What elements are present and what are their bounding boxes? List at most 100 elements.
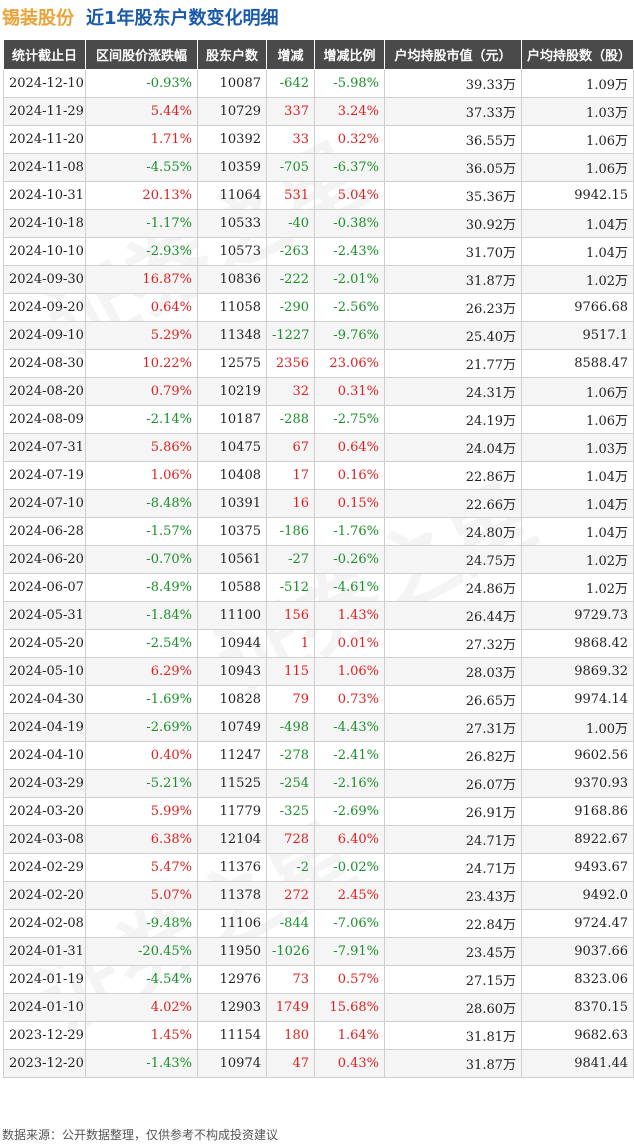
table-row: 2024-07-31 5.86% 10475 67 0.64% 24.04万 1.03万 xyxy=(3,433,634,462)
change-cell: 2356 xyxy=(266,349,315,378)
change-ratio-cell: -2.43% xyxy=(314,237,385,266)
page-subtitle: 近1年股东户数变化明细 xyxy=(86,8,279,29)
avg-shares-cell: 9037.66 xyxy=(521,937,634,966)
avg-shares-cell: 1.02万 xyxy=(521,545,634,574)
holders-cell: 10943 xyxy=(197,657,267,686)
change-cell: -263 xyxy=(266,237,315,266)
price-change-cell: 5.07% xyxy=(85,881,198,910)
table-row: 2024-01-31 -20.45% 11950 -1026 -7.91% 23.45万 9… xyxy=(3,937,634,966)
price-change-cell: -1.69% xyxy=(85,685,198,714)
table-row: 2023-12-29 1.45% 11154 180 1.64% 31.81万 9682.6… xyxy=(3,1021,634,1050)
avg-value-cell: 23.45万 xyxy=(384,937,522,966)
avg-shares-cell: 9493.67 xyxy=(521,853,634,882)
holders-cell: 10087 xyxy=(197,69,267,98)
change-cell: 67 xyxy=(266,433,315,462)
holders-cell: 12575 xyxy=(197,349,267,378)
holders-cell: 10561 xyxy=(197,545,267,574)
price-change-cell: -20.45% xyxy=(85,937,198,966)
holders-cell: 11154 xyxy=(197,1021,267,1050)
price-change-cell: 4.02% xyxy=(85,993,198,1022)
avg-value-cell: 27.32万 xyxy=(384,629,522,658)
change-ratio-cell: -7.91% xyxy=(314,937,385,966)
table-row: 2024-08-09 -2.14% 10187 -288 -2.75% 24.19万 1.0… xyxy=(3,405,634,434)
change-cell: 115 xyxy=(266,657,315,686)
price-change-cell: -5.21% xyxy=(85,769,198,798)
change-ratio-cell: 0.16% xyxy=(314,461,385,490)
avg-value-cell: 24.86万 xyxy=(384,573,522,602)
change-cell: 728 xyxy=(266,825,315,854)
price-change-cell: 10.22% xyxy=(85,349,198,378)
change-cell: -844 xyxy=(266,909,315,938)
holders-cell: 10391 xyxy=(197,489,267,518)
date-cell: 2024-03-20 xyxy=(3,797,86,826)
table-row: 2024-02-29 5.47% 11376 -2 -0.02% 24.71万 9493.6… xyxy=(3,853,634,882)
price-change-cell: 5.29% xyxy=(85,321,198,350)
avg-value-cell: 31.70万 xyxy=(384,237,522,266)
change-cell: -498 xyxy=(266,713,315,742)
table-row: 2024-05-20 -2.54% 10944 1 0.01% 27.32万 9868.42 xyxy=(3,629,634,658)
holders-cell: 11378 xyxy=(197,881,267,910)
avg-shares-cell: 9974.14 xyxy=(521,685,634,714)
column-header: 统计截止日 xyxy=(3,39,86,70)
avg-shares-cell: 9370.93 xyxy=(521,769,634,798)
column-header: 户均持股市值（元） xyxy=(384,39,522,70)
holders-cell: 10187 xyxy=(197,405,267,434)
avg-shares-cell: 9682.63 xyxy=(521,1021,634,1050)
change-cell: -254 xyxy=(266,769,315,798)
date-cell: 2023-12-20 xyxy=(3,1049,86,1078)
date-cell: 2024-06-28 xyxy=(3,517,86,546)
date-cell: 2024-03-29 xyxy=(3,769,86,798)
avg-shares-cell: 1.00万 xyxy=(521,713,634,742)
price-change-cell: -2.14% xyxy=(85,405,198,434)
price-change-cell: 6.38% xyxy=(85,825,198,854)
price-change-cell: -0.70% xyxy=(85,545,198,574)
table-body: 2024-12-10 -0.93% 10087 -642 -5.98% 39.33万 1.0… xyxy=(3,69,634,1078)
price-change-cell: -2.54% xyxy=(85,629,198,658)
avg-value-cell: 26.91万 xyxy=(384,797,522,826)
table-row: 2024-09-30 16.87% 10836 -222 -2.01% 31.87万 1.0… xyxy=(3,265,634,294)
avg-value-cell: 22.84万 xyxy=(384,909,522,938)
avg-value-cell: 24.80万 xyxy=(384,517,522,546)
brand-name: 锡装股份 xyxy=(2,8,74,29)
holders-cell: 10392 xyxy=(197,125,267,154)
table-row: 2024-02-20 5.07% 11378 272 2.45% 23.43万 9492.0 xyxy=(3,881,634,910)
price-change-cell: -1.84% xyxy=(85,601,198,630)
avg-shares-cell: 1.03万 xyxy=(521,97,634,126)
avg-value-cell: 31.81万 xyxy=(384,1021,522,1050)
holders-cell: 10359 xyxy=(197,153,267,182)
avg-shares-cell: 1.04万 xyxy=(521,489,634,518)
change-ratio-cell: 1.43% xyxy=(314,601,385,630)
avg-value-cell: 24.19万 xyxy=(384,405,522,434)
price-change-cell: 5.47% xyxy=(85,853,198,882)
avg-shares-cell: 8323.06 xyxy=(521,965,634,994)
date-cell: 2024-10-31 xyxy=(3,181,86,210)
avg-value-cell: 31.87万 xyxy=(384,1049,522,1078)
table-row: 2024-04-10 0.40% 11247 -278 -2.41% 26.82万 9602… xyxy=(3,741,634,770)
avg-shares-cell: 9841.44 xyxy=(521,1049,634,1078)
date-cell: 2024-01-31 xyxy=(3,937,86,966)
table-row: 2024-10-10 -2.93% 10573 -263 -2.43% 31.70万 1.0… xyxy=(3,237,634,266)
price-change-cell: 0.40% xyxy=(85,741,198,770)
table-row: 2024-11-29 5.44% 10729 337 3.24% 37.33万 1.03万 xyxy=(3,97,634,126)
date-cell: 2024-02-08 xyxy=(3,909,86,938)
table-row: 2024-03-08 6.38% 12104 728 6.40% 24.71万 8922.6… xyxy=(3,825,634,854)
change-cell: -642 xyxy=(266,69,315,98)
change-ratio-cell: 15.68% xyxy=(314,993,385,1022)
price-change-cell: 1.45% xyxy=(85,1021,198,1050)
date-cell: 2024-09-10 xyxy=(3,321,86,350)
change-cell: -40 xyxy=(266,209,315,238)
price-change-cell: -0.93% xyxy=(85,69,198,98)
change-ratio-cell: -1.76% xyxy=(314,517,385,546)
change-cell: 1749 xyxy=(266,993,315,1022)
date-cell: 2024-12-10 xyxy=(3,69,86,98)
avg-shares-cell: 1.06万 xyxy=(521,153,634,182)
holders-cell: 11525 xyxy=(197,769,267,798)
table-row: 2024-04-30 -1.69% 10828 79 0.73% 26.65万 9974.1… xyxy=(3,685,634,714)
date-cell: 2024-04-19 xyxy=(3,713,86,742)
price-change-cell: 16.87% xyxy=(85,265,198,294)
table-row: 2024-11-08 -4.55% 10359 -705 -6.37% 36.05万 1.0… xyxy=(3,153,634,182)
holders-cell: 11348 xyxy=(197,321,267,350)
change-ratio-cell: -5.98% xyxy=(314,69,385,98)
date-cell: 2024-06-07 xyxy=(3,573,86,602)
avg-shares-cell: 9942.15 xyxy=(521,181,634,210)
